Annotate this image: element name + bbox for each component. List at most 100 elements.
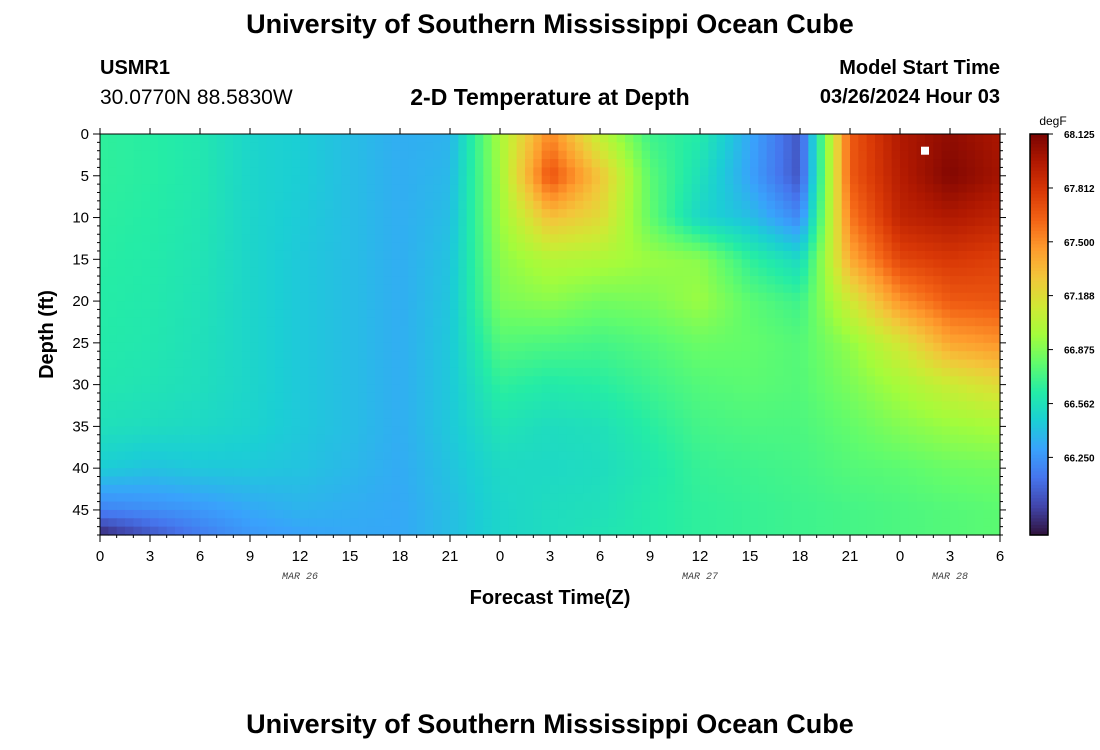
- heatmap-cell: [175, 150, 184, 160]
- heatmap-cell: [508, 242, 518, 252]
- heatmap-cell: [366, 451, 376, 461]
- heatmap-cell: [633, 409, 643, 419]
- heatmap-cell: [983, 376, 993, 386]
- heatmap-cell: [783, 317, 793, 327]
- heatmap-cell: [550, 134, 559, 143]
- heatmap-cell: [333, 267, 343, 277]
- heatmap-cell: [625, 192, 634, 202]
- heatmap-cell: [408, 409, 418, 419]
- heatmap-cell: [666, 409, 676, 419]
- heatmap-cell: [416, 250, 426, 260]
- heatmap-cell: [400, 334, 409, 344]
- heatmap-cell: [875, 384, 884, 394]
- heatmap-cell: [900, 301, 909, 311]
- heatmap-cell: [758, 276, 768, 285]
- heatmap-cell: [350, 484, 359, 494]
- heatmap-cell: [491, 418, 501, 427]
- heatmap-cell: [108, 184, 118, 194]
- heatmap-cell: [383, 509, 393, 519]
- heatmap-cell: [891, 150, 901, 160]
- heatmap-cell: [583, 418, 593, 427]
- heatmap-cell: [216, 376, 226, 386]
- heatmap-cell: [750, 159, 759, 169]
- heatmap-cell: [716, 334, 726, 344]
- heatmap-cell: [358, 292, 368, 302]
- heatmap-cell: [583, 434, 593, 444]
- heatmap-cell: [416, 351, 426, 361]
- heatmap-cell: [258, 351, 268, 361]
- heatmap-cell: [241, 234, 251, 244]
- heatmap-cell: [775, 484, 784, 494]
- heatmap-cell: [116, 401, 126, 411]
- heatmap-cell: [983, 184, 993, 194]
- heatmap-cell: [900, 134, 909, 143]
- heatmap-cell: [525, 134, 534, 143]
- heatmap-cell: [650, 501, 659, 511]
- heatmap-cell: [725, 501, 734, 511]
- heatmap-cell: [908, 150, 918, 160]
- heatmap-cell: [766, 292, 776, 302]
- heatmap-cell: [208, 509, 218, 519]
- heatmap-cell: [558, 351, 568, 361]
- heatmap-cell: [533, 184, 543, 194]
- heatmap-cell: [891, 200, 901, 210]
- heatmap-cell: [600, 142, 609, 152]
- heatmap-cell: [300, 184, 309, 194]
- heatmap-cell: [741, 426, 751, 436]
- heatmap-cell: [375, 142, 384, 152]
- heatmap-cell: [483, 200, 493, 210]
- heatmap-cell: [675, 259, 684, 269]
- heatmap-cell: [108, 426, 118, 436]
- heatmap-cell: [966, 175, 976, 185]
- heatmap-cell: [183, 434, 193, 444]
- heatmap-cell: [583, 317, 593, 327]
- heatmap-cell: [341, 142, 351, 152]
- heatmap-cell: [133, 250, 143, 260]
- heatmap-cell: [933, 284, 943, 294]
- heatmap-cell: [608, 209, 618, 219]
- heatmap-cell: [141, 401, 151, 411]
- heatmap-cell: [158, 200, 168, 210]
- heatmap-cell: [991, 367, 1001, 377]
- heatmap-cell: [975, 334, 984, 344]
- heatmap-cell: [741, 259, 751, 269]
- heatmap-cell: [291, 309, 301, 319]
- heatmap-cell: [600, 309, 609, 319]
- heatmap-cell: [750, 351, 759, 361]
- heatmap-cell: [958, 284, 968, 294]
- heatmap-cell: [975, 159, 984, 169]
- heatmap-cell: [891, 217, 901, 227]
- heatmap-cell: [675, 451, 684, 461]
- heatmap-cell: [625, 267, 634, 277]
- heatmap-cell: [566, 351, 576, 361]
- heatmap-cell: [958, 209, 968, 219]
- heatmap-cell: [458, 134, 468, 143]
- heatmap-cell: [258, 342, 268, 352]
- heatmap-cell: [208, 342, 218, 352]
- heatmap-cell: [191, 326, 201, 336]
- heatmap-cell: [166, 167, 176, 177]
- heatmap-cell: [691, 342, 701, 352]
- heatmap-cell: [866, 443, 876, 453]
- heatmap-cell: [100, 225, 109, 235]
- heatmap-cell: [800, 476, 809, 486]
- heatmap-cell: [383, 392, 393, 402]
- heatmap-cell: [941, 434, 951, 444]
- heatmap-cell: [300, 267, 309, 277]
- heatmap-cell: [491, 434, 501, 444]
- heatmap-cell: [525, 150, 534, 160]
- heatmap-cell: [941, 150, 951, 160]
- heatmap-cell: [316, 276, 326, 285]
- heatmap-cell: [625, 225, 634, 235]
- heatmap-cell: [833, 167, 843, 177]
- heatmap-cell: [341, 225, 351, 235]
- heatmap-cell: [541, 159, 551, 169]
- heatmap-cell: [541, 184, 551, 194]
- heatmap-cell: [683, 509, 693, 519]
- heatmap-cell: [316, 192, 326, 202]
- heatmap-cell: [233, 518, 243, 528]
- heatmap-cell: [150, 292, 159, 302]
- heatmap-cell: [533, 418, 543, 427]
- heatmap-cell: [225, 309, 234, 319]
- heatmap-cell: [150, 309, 159, 319]
